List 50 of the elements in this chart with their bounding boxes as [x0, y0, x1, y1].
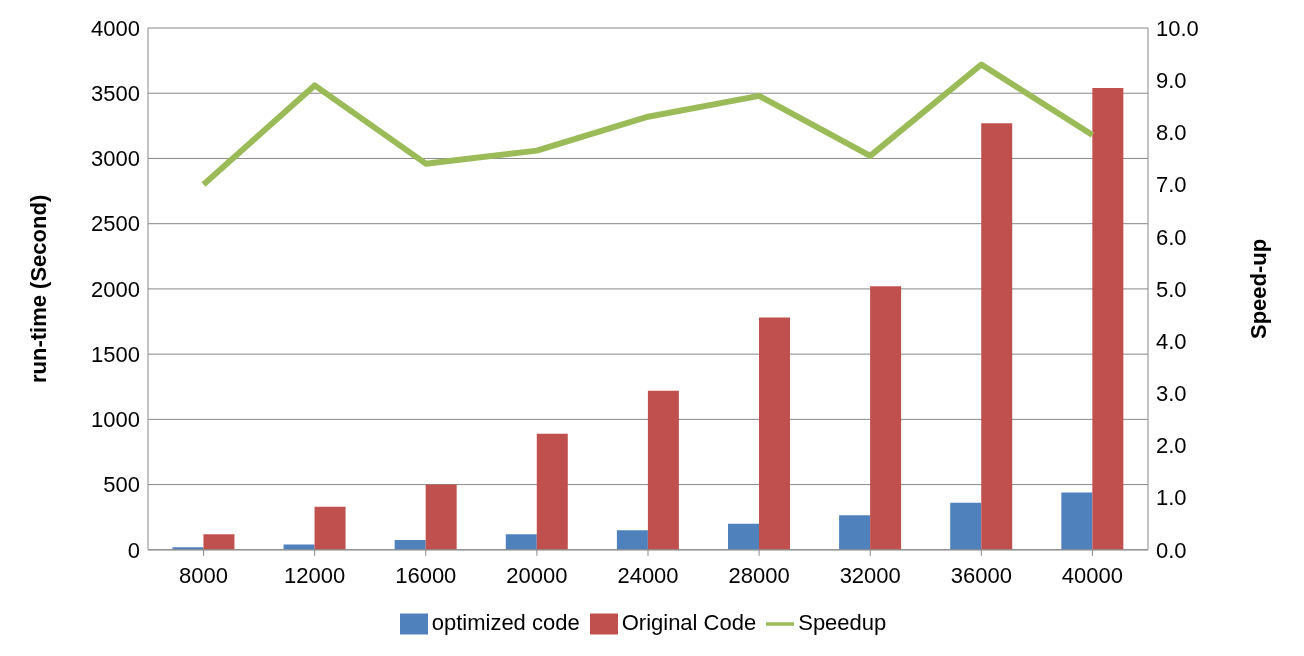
y-tick-label: 500: [103, 472, 140, 498]
y-axis-title: run-time (Second): [25, 194, 51, 384]
x-tick-label: 12000: [284, 563, 346, 589]
bar: [203, 534, 235, 550]
legend-label: optimized code: [431, 609, 580, 635]
legend-label: Original Code: [621, 609, 757, 635]
y-tick-label: 2000: [91, 276, 140, 302]
y2-tick-label: 9.0: [1156, 67, 1187, 93]
y-tick-label: 3500: [91, 81, 140, 107]
bar: [314, 506, 346, 550]
bar: [1061, 492, 1093, 550]
x-tick-label: 24000: [617, 563, 679, 589]
x-tick-label: 36000: [950, 563, 1012, 589]
y-tick-label: 3000: [91, 146, 140, 172]
y2-tick-label: 0.0: [1156, 537, 1187, 563]
x-tick-label: 28000: [728, 563, 790, 589]
bar: [394, 540, 426, 550]
y-tick-label: 2500: [91, 211, 140, 237]
bar: [950, 502, 982, 550]
x-tick-label: 16000: [395, 563, 457, 589]
x-tick-label: 40000: [1061, 563, 1124, 589]
y2-tick-label: 7.0: [1156, 172, 1187, 198]
bar: [870, 286, 902, 550]
x-tick-label: 8000: [179, 563, 229, 589]
y2-tick-label: 8.0: [1156, 120, 1187, 146]
y2-tick-label: 3.0: [1156, 381, 1187, 407]
y2-tick-label: 4.0: [1156, 328, 1187, 354]
bar: [505, 534, 537, 550]
bar: [536, 433, 568, 550]
x-tick-label: 32000: [839, 563, 901, 589]
bar: [647, 390, 679, 550]
bar: [1092, 88, 1124, 550]
bar: [981, 123, 1013, 550]
bar: [616, 530, 648, 550]
bar: [839, 515, 871, 550]
y2-tick-label: 6.0: [1156, 224, 1187, 250]
legend-label: Speedup: [798, 609, 887, 635]
y2-tick-label: 5.0: [1156, 276, 1187, 302]
y-tick-label: 0: [127, 537, 140, 563]
bar: [728, 523, 759, 550]
y2-tick-label: 10.0: [1156, 15, 1199, 41]
y-tick-label: 4000: [91, 15, 140, 41]
y2-tick-label: 1.0: [1156, 485, 1187, 511]
x-tick-label: 20000: [506, 563, 568, 589]
y-tick-label: 1000: [91, 407, 140, 433]
y2-axis-title: Speed-up: [1245, 238, 1271, 340]
bar: [759, 317, 790, 550]
y-tick-label: 1500: [91, 341, 140, 367]
y2-tick-label: 2.0: [1156, 433, 1187, 459]
bar: [425, 484, 457, 550]
